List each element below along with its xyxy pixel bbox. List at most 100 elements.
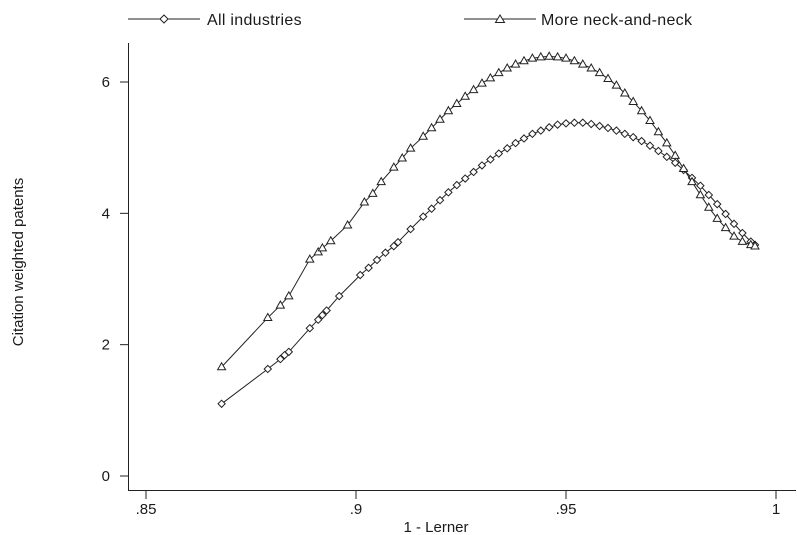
data-point [359, 196, 370, 206]
x-tick-label: .9 [350, 501, 363, 518]
data-point [284, 347, 294, 357]
data-point [275, 300, 286, 309]
data-point [586, 63, 597, 72]
y-tick-label: 4 [102, 205, 110, 222]
data-point [737, 236, 748, 245]
data-point [703, 202, 714, 211]
data-point [389, 241, 399, 251]
data-point [645, 141, 655, 151]
triangle-marker-icon [494, 14, 506, 23]
data-point [304, 254, 315, 263]
data-point [528, 129, 537, 139]
diamond-marker-icon [159, 14, 169, 24]
data-point [645, 115, 655, 125]
data-point [502, 63, 513, 72]
data-point [317, 242, 328, 252]
data-point [570, 118, 579, 128]
data-point [612, 126, 621, 135]
data-point [468, 84, 479, 94]
data-point [372, 255, 382, 265]
data-point [364, 263, 373, 273]
data-point [619, 87, 630, 97]
data-point [435, 114, 445, 123]
y-axis-title: Citation weighted patents [10, 178, 27, 346]
x-tick-label: .95 [556, 501, 577, 518]
data-point [552, 51, 563, 61]
data-point [729, 219, 739, 229]
data-point [535, 51, 546, 61]
data-point [662, 152, 672, 162]
data-point [325, 235, 336, 245]
data-point [283, 290, 294, 300]
data-point [687, 176, 697, 186]
data-point [628, 96, 639, 105]
data-point [511, 138, 520, 148]
data-point [519, 55, 529, 65]
data-point [342, 219, 353, 229]
data-point [388, 162, 399, 171]
series-more-neck-and-neck [216, 51, 760, 371]
legend-item-all-industries: All industries [128, 12, 302, 29]
data-point [577, 59, 588, 68]
data-point [670, 150, 681, 159]
data-point [696, 181, 705, 191]
data-point [460, 91, 471, 100]
data-point [712, 199, 722, 209]
series-line [221, 122, 756, 405]
x-tick-label: .85 [136, 501, 157, 518]
y-ticks: 0 2 4 6 [102, 74, 128, 485]
data-point [695, 189, 706, 199]
data-point [595, 121, 604, 131]
data-point [334, 291, 344, 301]
data-point [381, 248, 390, 258]
data-point [670, 158, 680, 168]
data-point [661, 137, 672, 147]
data-point [217, 399, 226, 409]
data-point [318, 310, 327, 320]
x-axis-title: 1 - Lerner [403, 519, 468, 535]
data-point [704, 190, 714, 200]
data-point [418, 131, 429, 140]
legend-label: All industries [207, 12, 302, 29]
axes: 0 2 4 6 .85 .9 .95 1 Citation weighted patents… [10, 43, 796, 535]
legend-item-more-neck-and-neck: More neck-and-neck [464, 12, 693, 29]
data-point [578, 118, 588, 128]
data-point [355, 270, 365, 280]
data-point [367, 188, 378, 197]
data-point [435, 195, 445, 205]
data-point [486, 155, 495, 164]
data-point [729, 231, 739, 240]
data-point [544, 51, 555, 60]
data-point [712, 213, 723, 222]
data-point [536, 126, 546, 135]
data-point [397, 152, 408, 162]
data-point [452, 180, 462, 190]
data-point [636, 105, 647, 115]
data-point [477, 78, 487, 87]
legend-label: More neck-and-neck [541, 12, 693, 29]
data-point [519, 134, 529, 143]
data-point [460, 174, 470, 183]
data-point [305, 323, 315, 333]
data-point [263, 364, 273, 374]
y-tick-label: 6 [102, 74, 110, 91]
data-point [494, 149, 504, 158]
y-tick-label: 0 [102, 468, 110, 485]
series-all-industries [217, 118, 760, 409]
data-point [477, 161, 487, 170]
data-point [653, 126, 664, 136]
plot-area [216, 51, 760, 409]
data-point [406, 224, 415, 234]
series-line [221, 55, 756, 368]
data-point [637, 136, 646, 146]
data-point [620, 129, 630, 139]
data-point [561, 119, 571, 128]
data-point [678, 163, 689, 172]
data-point [654, 146, 663, 156]
data-point [313, 315, 323, 325]
data-point [426, 122, 437, 132]
data-point [527, 53, 538, 62]
data-point [262, 312, 273, 322]
y-tick-label: 2 [102, 337, 110, 354]
data-point [586, 119, 596, 129]
